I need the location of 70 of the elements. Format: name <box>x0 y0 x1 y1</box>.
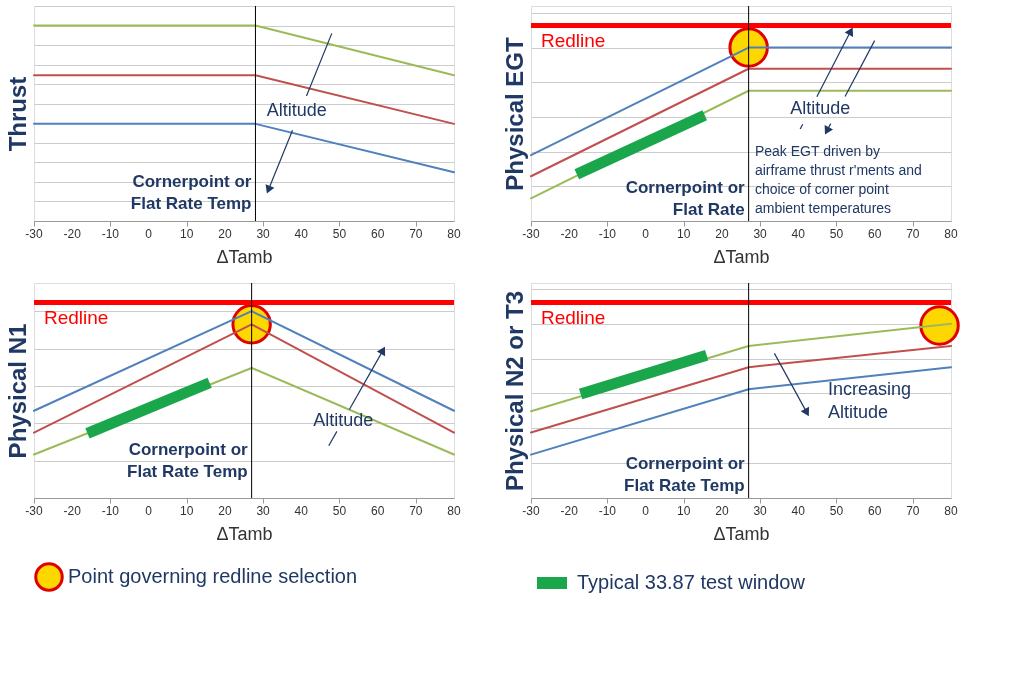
x-tick-label: 70 <box>409 227 423 241</box>
x-tick-label: 20 <box>715 504 729 518</box>
x-tick-label: 50 <box>829 504 844 518</box>
x-tick-label: 30 <box>256 227 271 241</box>
x-tick-label: 40 <box>294 227 309 241</box>
x-tick-label: -20 <box>560 227 579 241</box>
x-tick-label: 10 <box>677 504 691 518</box>
legend-label: Typical 33.87 test window <box>577 571 806 593</box>
x-tick-label: 50 <box>332 504 347 518</box>
x-tick-label: -10 <box>101 227 120 241</box>
x-tick-label: 0 <box>642 227 650 241</box>
x-tick-label: 70 <box>906 227 920 241</box>
x-tick-label: -30 <box>522 227 540 241</box>
annotation: Peak EGT driven by airframe thrust r'ments and choice of corner point ambient temperatures <box>754 142 922 216</box>
x-tick-label: -30 <box>522 504 540 518</box>
x-axis-title: ΔTamb <box>713 247 770 267</box>
x-axis-title: ΔTamb <box>216 524 273 544</box>
annotation: Increasing Altitude <box>828 379 912 423</box>
y-axis-title: Physical EGT <box>500 36 528 191</box>
x-tick-label: 60 <box>370 504 385 518</box>
y-axis-title: Physical N1 <box>3 323 31 459</box>
x-tick-label: 40 <box>791 504 806 518</box>
ref-line-label: Redline <box>541 29 606 51</box>
x-tick-label: 70 <box>906 504 920 518</box>
x-tick-label: 40 <box>294 504 309 518</box>
x-tick-label: -10 <box>598 227 617 241</box>
x-tick-label: 30 <box>753 227 768 241</box>
ref-line-label: Redline <box>44 306 109 328</box>
x-tick-label: 60 <box>370 227 385 241</box>
x-tick-label: 80 <box>944 504 958 518</box>
x-tick-label: 40 <box>791 227 806 241</box>
x-tick-label: -30 <box>25 227 43 241</box>
annotation: Altitude <box>313 410 374 431</box>
ref-line-label: Cornerpoint or Flat Rate Temp <box>624 454 746 496</box>
x-tick-label: 30 <box>753 504 768 518</box>
x-tick-label: 10 <box>180 504 194 518</box>
x-tick-label: 80 <box>447 227 461 241</box>
x-tick-label: -20 <box>63 504 82 518</box>
ref-line-label: Redline <box>541 306 606 328</box>
x-tick-label: 60 <box>867 227 882 241</box>
annotation: Altitude <box>790 97 851 118</box>
y-axis-title: Thrust <box>3 76 31 152</box>
x-tick-label: 20 <box>218 227 232 241</box>
x-tick-label: -10 <box>101 504 120 518</box>
x-tick-label: 80 <box>447 504 461 518</box>
x-tick-label: -20 <box>560 504 579 518</box>
ref-line-label: Cornerpoint or Flat Rate <box>625 178 746 220</box>
x-axis-title: ΔTamb <box>713 524 770 544</box>
x-tick-label: 80 <box>944 227 958 241</box>
x-tick-label: 20 <box>218 504 232 518</box>
x-tick-label: 0 <box>145 504 153 518</box>
x-tick-label: 50 <box>332 227 347 241</box>
x-tick-label: 10 <box>180 227 194 241</box>
x-tick-label: -10 <box>598 504 617 518</box>
x-tick-label: 10 <box>677 227 691 241</box>
x-tick-label: 30 <box>256 504 271 518</box>
x-tick-label: 60 <box>867 504 882 518</box>
ref-line-label: Cornerpoint or Flat Rate Temp <box>130 172 252 214</box>
x-tick-label: 50 <box>829 227 844 241</box>
x-tick-label: -20 <box>63 227 82 241</box>
y-axis-title: Physical N2 or T3 <box>500 290 528 492</box>
x-axis-title: ΔTamb <box>216 247 273 267</box>
legend-label: Point governing redline selection <box>68 565 358 587</box>
ref-line-label: Cornerpoint or Flat Rate Temp <box>127 439 249 481</box>
x-tick-label: 20 <box>715 227 729 241</box>
x-tick-label: 0 <box>642 504 650 518</box>
x-tick-label: 70 <box>409 504 423 518</box>
annotation: Altitude <box>266 99 327 120</box>
x-tick-label: 0 <box>145 227 153 241</box>
x-tick-label: -30 <box>25 504 43 518</box>
